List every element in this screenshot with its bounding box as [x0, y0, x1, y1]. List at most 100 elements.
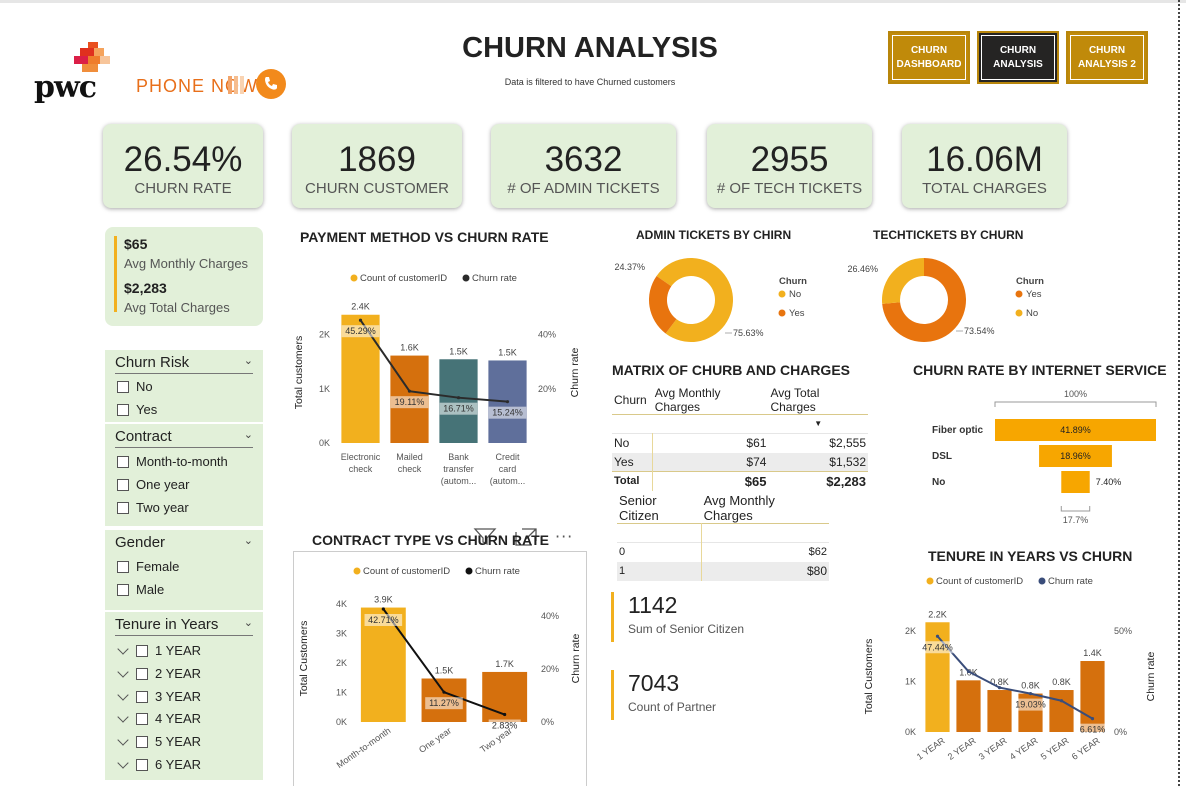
category-label: Mailed check [396, 452, 423, 474]
table-cell: $80 [806, 564, 827, 578]
slicer-option[interactable]: Yes [117, 402, 157, 417]
category-label: 2 YEAR [946, 735, 978, 762]
y2-tick-label: 20% [541, 664, 559, 674]
stat-value: 1142 [628, 592, 678, 618]
chevron-down-icon[interactable]: ⌄ [243, 616, 253, 629]
page-subtitle: Data is filtered to have Churned custome… [504, 77, 676, 87]
funnel-bar [1039, 445, 1112, 467]
rate-label: 16.71% [443, 404, 474, 414]
funnel-bottom-bracket [1060, 506, 1091, 512]
rate-label: 15.24% [492, 408, 523, 418]
category-label: Credit card (autom... [490, 452, 526, 486]
stat-label: Sum of Senior Citizen [628, 622, 745, 636]
focus-mode-icon[interactable] [514, 527, 538, 551]
bar-value-label: 0.8K [990, 677, 1009, 687]
y2-axis-label: Churn rate [570, 634, 582, 684]
chevron-down-icon[interactable]: ⌄ [243, 354, 253, 367]
slicer-option[interactable]: Two year [117, 500, 189, 515]
filter-icon[interactable] [473, 526, 497, 550]
legend-label-count: Count of customerID [360, 273, 447, 284]
avg-monthly-value: $65 [124, 236, 148, 252]
rate-label-bg [1011, 698, 1050, 711]
nav-churn-dashboard-button[interactable]: CHURN DASHBOARD [888, 31, 970, 84]
slicer-option[interactable]: 6 YEAR [117, 756, 201, 772]
rate-label-bg [1076, 723, 1109, 736]
slicer-option[interactable]: 3 YEAR [117, 688, 201, 704]
table-cell: 0 [617, 542, 703, 562]
contract-type-chart: Count of customerID Churn rate Total Custo… [298, 566, 582, 770]
matrix-header[interactable]: Avg Total Charges [770, 386, 820, 414]
funnel-category-label: Fiber optic [932, 425, 984, 436]
bar-value-label: 0.8K [1052, 677, 1071, 687]
category-label: Bank transfer (autom... [441, 452, 477, 486]
category-label: Electronic check [341, 452, 381, 474]
bar [1049, 690, 1074, 732]
y-tick-label: 0K [319, 438, 330, 448]
bar [925, 622, 950, 732]
churn-rate-point [1090, 717, 1095, 721]
churn-rate-point [1059, 699, 1064, 703]
avg-charges-card: $65 Avg Monthly Charges $2,283 Avg Total… [105, 227, 263, 326]
slicer-contract: Contract ⌄ Month-to-month One year Two y… [105, 424, 263, 526]
table-cell: Total [612, 471, 654, 491]
y2-tick-label: 0% [541, 717, 554, 727]
slicer-option[interactable]: Female [117, 559, 179, 574]
more-options-icon[interactable]: ··· [555, 527, 574, 546]
slicer-churn-risk: Churn Risk ⌄ No Yes [105, 350, 263, 422]
funnel-bar [995, 419, 1156, 441]
slicer-option[interactable]: 2 YEAR [117, 665, 201, 681]
slicer-option[interactable]: 4 YEAR [117, 710, 201, 726]
slicer-option[interactable]: 5 YEAR [117, 733, 201, 749]
chevron-down-icon[interactable]: ⌄ [243, 534, 253, 547]
tech-chart-title: TECHTICKETS BY CHURN [873, 228, 1024, 242]
y-tick-label: 0K [336, 717, 347, 727]
y-tick-label: 1K [336, 687, 347, 697]
churn-rate-point [997, 686, 1002, 690]
bar-value-label: 2.2K [928, 609, 947, 619]
slice-label: 73.54% [964, 326, 995, 336]
kpi-churn-rate: 26.54% CHURN RATE [103, 124, 263, 208]
rate-label: 42.71% [368, 615, 399, 625]
churn-rate-point [935, 634, 940, 638]
page-edge-dotted-line [1178, 0, 1180, 786]
bar-value-label: 1.5K [435, 665, 454, 675]
legend-marker-rate [1038, 577, 1046, 585]
nav-churn-analysis-2-button[interactable]: CHURN ANALYSIS 2 [1066, 31, 1148, 84]
churn-rate-point [381, 607, 385, 611]
churn-rate-point [456, 396, 461, 400]
table-cell: $2,555 [829, 436, 866, 451]
senior-citizen-table: Senior Citizen Avg Monthly Charges 0 $62… [617, 493, 829, 581]
slicer-option[interactable]: Male [117, 582, 164, 597]
donut-slice [882, 258, 924, 304]
slicer-option[interactable]: One year [117, 477, 189, 492]
bar [1080, 661, 1105, 732]
slice-label: 26.46% [847, 264, 878, 274]
chevron-down-icon[interactable]: ⌄ [243, 428, 253, 441]
y-tick-label: 4K [336, 599, 347, 609]
legend-marker-rate [462, 274, 470, 282]
phone-icon [256, 69, 286, 99]
y-tick-label: 2K [905, 626, 916, 636]
y-tick-label: 2K [319, 330, 330, 340]
nav-churn-analysis-button[interactable]: CHURN ANALYSIS [977, 31, 1059, 84]
bar [360, 607, 406, 722]
category-label: 3 YEAR [977, 735, 1009, 762]
category-label: One year [417, 725, 453, 754]
stat-senior-citizen: 1142 Sum of Senior Citizen [611, 592, 791, 644]
funnel-value-label: 7.40% [1096, 477, 1122, 487]
slicer-option[interactable]: Month-to-month [117, 454, 228, 469]
slicer-option[interactable]: No [117, 379, 153, 394]
legend-title: Churn [779, 276, 807, 287]
stat-value: 7043 [628, 670, 680, 696]
tech-tickets-donut: 26.46% 73.54% Churn Yes No [847, 258, 1044, 342]
slicer-option[interactable]: 1 YEAR [117, 642, 201, 658]
legend-marker [778, 290, 786, 298]
legend-marker [1015, 309, 1023, 317]
pwc-logo-blocks-icon [74, 42, 110, 72]
churn-rate-point [503, 712, 507, 717]
y-axis-label: Total customers [293, 336, 305, 410]
rate-label-bg [390, 396, 429, 409]
y-axis-label: Total Customers [298, 621, 310, 697]
legend-marker-count [926, 577, 934, 585]
rate-label: 19.03% [1015, 700, 1046, 710]
